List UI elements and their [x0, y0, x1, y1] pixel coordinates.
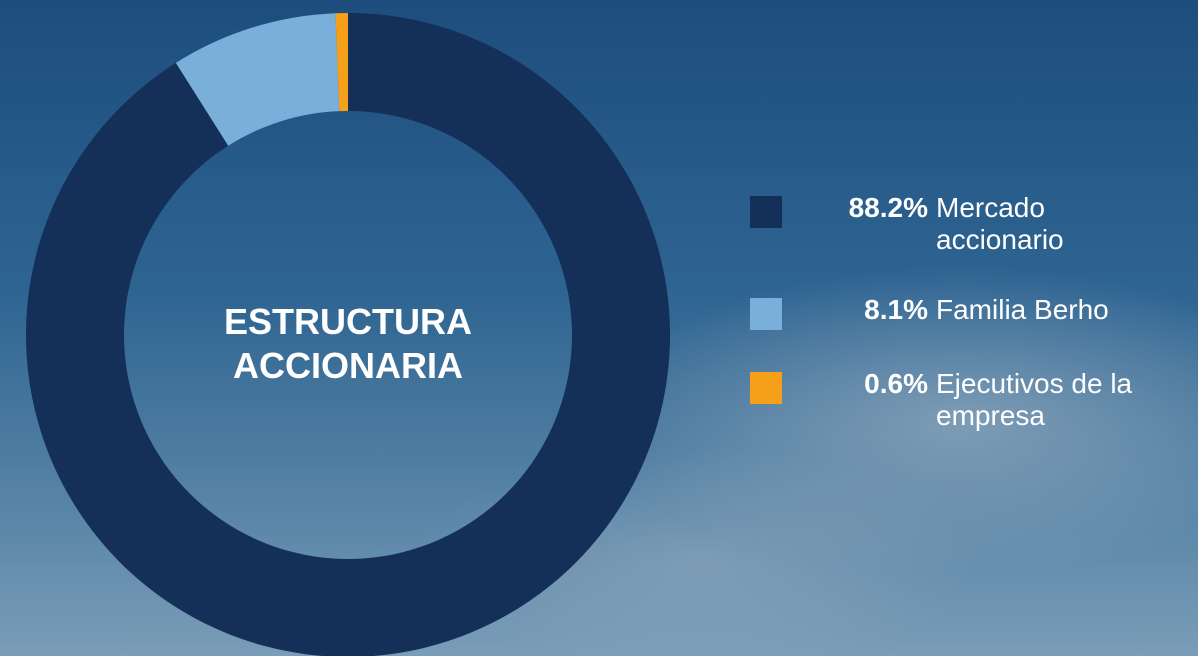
- legend-swatch: [750, 196, 782, 228]
- legend-swatch: [750, 372, 782, 404]
- legend-label: Familia Berho: [936, 294, 1109, 325]
- pie-slice: [335, 13, 348, 112]
- value-label: 0.6%: [864, 368, 928, 399]
- legend-entry: 88.2% Mercado accionario: [750, 192, 1176, 256]
- value-label: 8.1%: [864, 294, 928, 325]
- legend-entry: 0.6% Ejecutivos de la empresa: [750, 368, 1176, 432]
- legend: 88.2% Mercado accionario 8.1% Familia Berho…: [750, 192, 1176, 470]
- chart-title: ESTRUCTURA ACCIONARIA: [224, 301, 472, 386]
- legend-label: Ejecutivos de la empresa: [936, 368, 1133, 431]
- legend-label: Mercado accionario: [936, 192, 1064, 255]
- legend-entry: 8.1% Familia Berho: [750, 294, 1176, 330]
- value-label: 88.2%: [848, 192, 928, 223]
- pie-slice: [26, 13, 670, 656]
- pie-slice: [175, 13, 340, 146]
- legend-swatch: [750, 298, 782, 330]
